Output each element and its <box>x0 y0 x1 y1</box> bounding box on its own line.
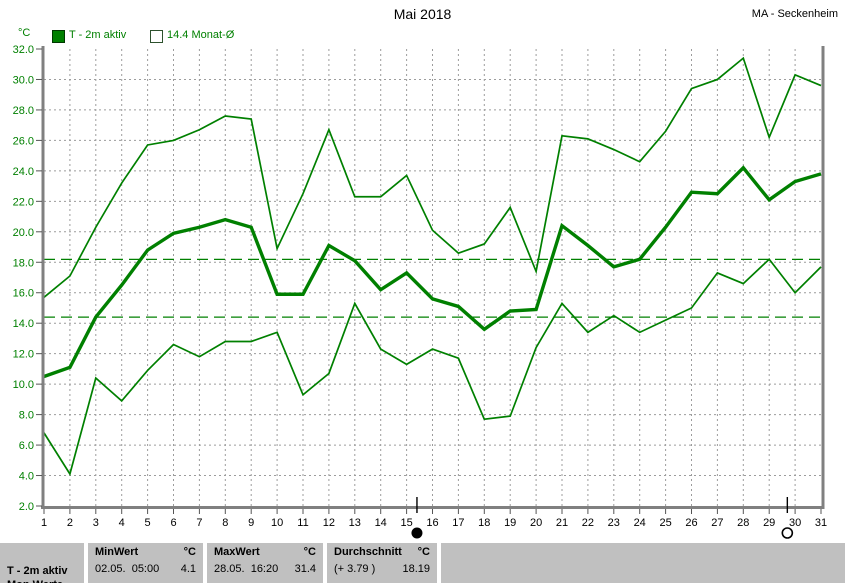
x-tick-label: 3 <box>93 517 99 529</box>
durchschnitt-unit: °C <box>417 546 430 558</box>
durchschnitt-delta: (+ 3.79 ) <box>334 563 376 575</box>
station-label: MA - Seckenheim <box>751 8 838 20</box>
x-tick-label: 2 <box>67 517 73 529</box>
y-tick-label: 26.0 <box>13 135 34 147</box>
y-tick-label: 22.0 <box>13 196 34 208</box>
x-tick-label: 1 <box>41 517 47 529</box>
x-tick-label: 15 <box>400 517 412 529</box>
x-tick-label: 9 <box>248 517 254 529</box>
summary-row-label-cell: T - 2m aktiv Mon.Werte <box>0 543 84 583</box>
x-tick-label: 22 <box>582 517 594 529</box>
y-tick-label: 18.0 <box>13 257 34 269</box>
y-tick-label: 2.0 <box>19 501 34 513</box>
maxwert-cell: MaxWert °C 28.05. 16:20 31.4 <box>207 543 323 583</box>
x-tick-label: 6 <box>170 517 176 529</box>
x-tick-label: 13 <box>349 517 361 529</box>
summary-empty-cell <box>441 543 845 583</box>
minwert-header: MinWert <box>95 546 139 558</box>
minwert-unit: °C <box>183 546 196 558</box>
y-tick-label: 24.0 <box>13 166 34 178</box>
summary-table: T - 2m aktiv Mon.Werte MinWert °C 02.05.… <box>0 543 845 583</box>
y-tick-label: 16.0 <box>13 288 34 300</box>
y-axis-unit-label: °C <box>18 27 31 39</box>
x-tick-label: 30 <box>789 517 801 529</box>
x-tick-label: 31 <box>815 517 827 529</box>
minmax-line <box>43 56 822 298</box>
aktiv-line <box>43 165 822 379</box>
x-tick-label: 18 <box>478 517 490 529</box>
x-tick-label: 8 <box>222 517 228 529</box>
x-tick-label: 19 <box>504 517 516 529</box>
y-tick-label: 8.0 <box>19 410 34 422</box>
y-tick-label: 20.0 <box>13 227 34 239</box>
maxwert-header: MaxWert <box>214 546 260 558</box>
x-tick-label: 17 <box>452 517 464 529</box>
x-tick-label: 28 <box>737 517 749 529</box>
x-tick-label: 5 <box>145 517 151 529</box>
aktiv-series-legend-label: T - 2m aktiv <box>69 29 127 41</box>
x-tick-label: 16 <box>426 517 438 529</box>
x-tick-label: 27 <box>711 517 723 529</box>
x-tick-label: 14 <box>375 517 387 529</box>
minwert-value: 4.1 <box>180 563 196 575</box>
durchschnitt-value: 18.19 <box>402 563 430 575</box>
aktiv-series-swatch-icon <box>52 30 65 43</box>
durchschnitt-header: Durchschnitt <box>334 546 402 558</box>
maxwert-unit: °C <box>303 546 316 558</box>
x-tick-label: 26 <box>685 517 697 529</box>
x-tick-label: 10 <box>271 517 283 529</box>
x-tick-label: 24 <box>634 517 646 529</box>
durchschnitt-cell: Durchschnitt °C (+ 3.79 ) 18.19 <box>327 543 437 583</box>
summary-series-name: T - 2m aktiv <box>7 565 68 577</box>
x-tick-label: 7 <box>196 517 202 529</box>
minwert-cell: MinWert °C 02.05. 05:00 4.1 <box>88 543 203 583</box>
y-tick-label: 14.0 <box>13 318 34 330</box>
x-tick-label: 20 <box>530 517 542 529</box>
y-tick-label: 30.0 <box>13 74 34 86</box>
temperature-chart: 2.0 4.0 6.0 8.0 10.0 12.0 14.0 16.0 18.0 20.0 22.0… <box>13 44 827 539</box>
x-tick-label: 29 <box>763 517 775 529</box>
maxwert-datetime: 28.05. 16:20 <box>214 563 279 575</box>
page-title: Mai 2018 <box>393 6 452 22</box>
x-tick-label: 23 <box>608 517 620 529</box>
monat-series-swatch-icon <box>150 30 163 43</box>
y-tick-label: 10.0 <box>13 379 34 391</box>
maxwert-value: 31.4 <box>294 563 316 575</box>
x-tick-label: 4 <box>119 517 125 529</box>
x-tick-label: 11 <box>297 517 308 529</box>
summary-second-row-clipped: Mon.Werte <box>7 579 63 583</box>
y-tick-label: 12.0 <box>13 349 34 361</box>
y-tick-label: 28.0 <box>13 105 34 117</box>
x-tick-label: 12 <box>323 517 335 529</box>
minwert-datetime: 02.05. 05:00 <box>95 563 160 575</box>
x-tick-label: 21 <box>556 517 568 529</box>
new-moon-icon <box>411 527 423 539</box>
y-tick-label: 4.0 <box>19 471 34 483</box>
y-tick-label: 32.0 <box>13 44 34 56</box>
x-tick-label: 25 <box>659 517 671 529</box>
monat-series-legend-label: 14.4 Monat-Ø <box>167 29 235 41</box>
full-moon-icon <box>781 527 794 539</box>
y-tick-label: 6.0 <box>19 440 34 452</box>
minmax-line <box>43 257 822 477</box>
